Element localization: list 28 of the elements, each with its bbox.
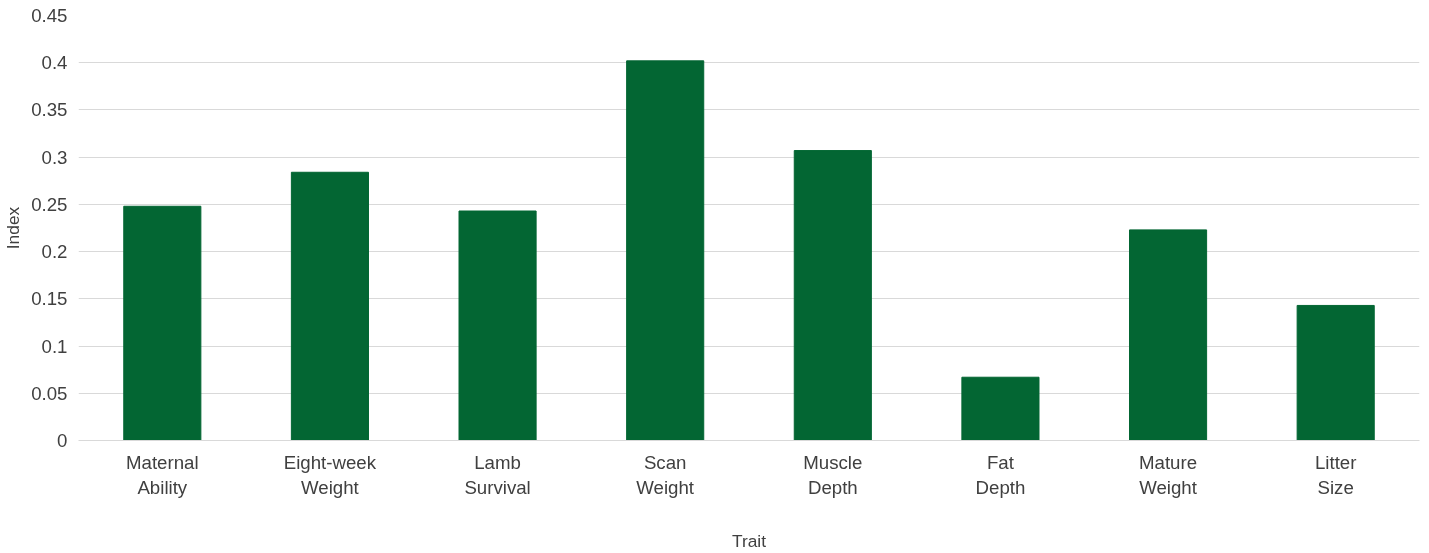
x-tick-label: Litter Size [1314, 451, 1357, 498]
bar [1296, 304, 1375, 441]
x-axis-title: Trait [731, 530, 767, 551]
bar [290, 171, 369, 441]
x-tick-label: Scan Weight [636, 451, 695, 498]
y-tick-label: 0.35 [31, 99, 68, 121]
x-tick-label: Fat Depth [975, 451, 1026, 498]
x-tick-label: Maternal Ability [126, 451, 199, 498]
y-tick-label: 0.45 [31, 5, 68, 26]
y-axis-title: Index [3, 206, 24, 250]
y-tick-label: 0 [57, 430, 68, 451]
y-tick-label: 0.1 [41, 335, 68, 357]
bar [961, 376, 1040, 441]
x-tick-label: Lamb Survival [464, 451, 531, 498]
x-tick-label: Muscle Depth [803, 451, 863, 498]
y-tick-label: 0.05 [31, 382, 68, 404]
y-tick-label: 0.4 [41, 52, 68, 74]
y-tick-label: 0.3 [41, 146, 68, 168]
x-tick-label: Eight-week Weight [283, 451, 377, 498]
y-tick-label: 0.15 [31, 288, 68, 310]
bar [1129, 229, 1208, 441]
x-tick-label: Mature Weight [1139, 451, 1198, 498]
bar [123, 205, 202, 441]
y-tick-label: 0.25 [31, 193, 68, 215]
bar [458, 210, 537, 441]
bar [793, 150, 872, 441]
y-tick-label: 0.2 [41, 241, 68, 263]
bar [626, 60, 705, 441]
